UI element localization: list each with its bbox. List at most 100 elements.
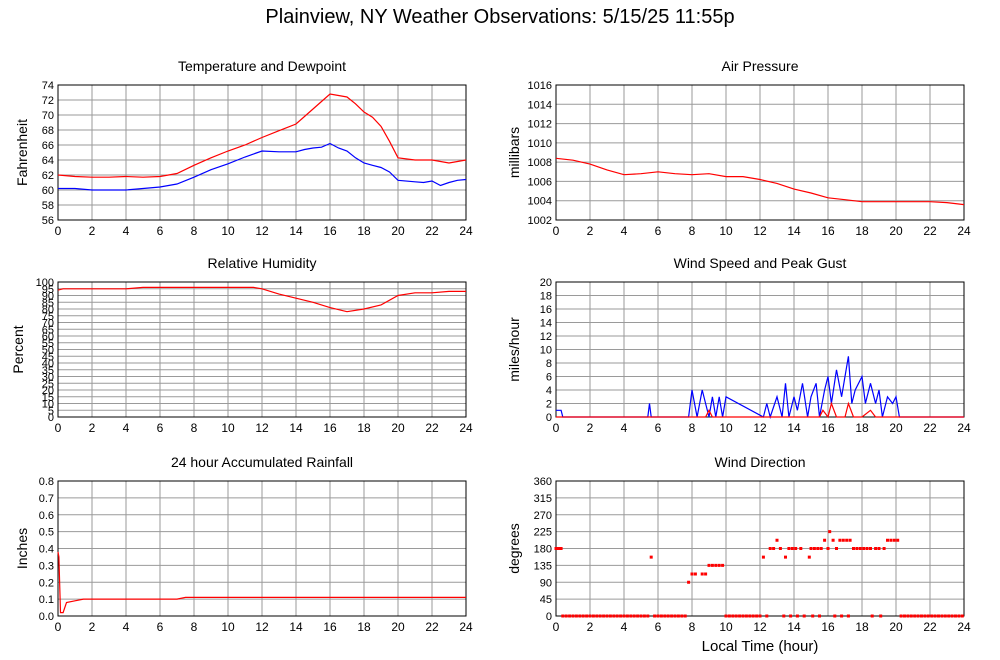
direction-data-point bbox=[717, 563, 721, 567]
direction-data-point bbox=[574, 614, 578, 618]
direction-data-point bbox=[714, 563, 718, 567]
rain-x-tick-label: 18 bbox=[357, 620, 371, 634]
direction-data-point bbox=[673, 614, 677, 618]
humidity-x-tick-label: 16 bbox=[323, 421, 337, 435]
rain-y-tick-label: 0.0 bbox=[39, 611, 54, 623]
temp-x-tick-label: 14 bbox=[289, 224, 303, 238]
direction-data-point bbox=[802, 614, 806, 618]
direction-data-point bbox=[602, 614, 606, 618]
wind-y-tick-label: 6 bbox=[546, 372, 552, 384]
humidity-y-tick-label: 65 bbox=[42, 324, 54, 336]
direction-data-point bbox=[744, 614, 748, 618]
wind-x-tick-label: 6 bbox=[655, 421, 662, 435]
direction-data-point bbox=[818, 614, 821, 618]
direction-x-tick-label: 14 bbox=[787, 620, 801, 634]
direction-data-point bbox=[787, 547, 791, 550]
pressure-y-tick-label: 1004 bbox=[528, 196, 552, 208]
direction-data-point bbox=[622, 614, 626, 618]
direction-data-point bbox=[882, 547, 886, 550]
humidity-y-tick-label: 30 bbox=[42, 372, 54, 384]
direction-data-point bbox=[591, 614, 595, 618]
direction-data-point bbox=[768, 547, 772, 550]
humidity-y-tick-label: 100 bbox=[36, 277, 54, 289]
direction-data-point bbox=[653, 614, 657, 618]
humidity-plot-frame bbox=[57, 281, 467, 418]
direction-data-point bbox=[639, 614, 643, 618]
direction-data-point bbox=[666, 614, 670, 618]
humidity-x-tick-label: 6 bbox=[157, 421, 164, 435]
humidity-x-tick-label: 2 bbox=[89, 421, 96, 435]
direction-data-point bbox=[789, 614, 793, 618]
direction-data-point bbox=[784, 555, 787, 559]
wind-chart-title: Wind Speed and Peak Gust bbox=[674, 255, 847, 271]
direction-x-tick-label: 10 bbox=[719, 620, 733, 634]
direction-data-point bbox=[578, 614, 582, 618]
direction-data-point bbox=[646, 614, 650, 618]
pressure-y-tick-label: 1012 bbox=[528, 119, 552, 131]
temp-x-tick-label: 0 bbox=[55, 224, 62, 238]
humidity-x-tick-label: 22 bbox=[425, 421, 439, 435]
temp-x-tick-label: 22 bbox=[425, 224, 439, 238]
direction-y-tick-label: 0 bbox=[546, 611, 552, 623]
direction-data-point bbox=[642, 614, 646, 618]
rain-y-tick-label: 0.7 bbox=[39, 493, 54, 505]
direction-data-point bbox=[615, 614, 619, 618]
direction-data-point bbox=[751, 614, 755, 618]
temp-y-tick-label: 56 bbox=[42, 215, 54, 227]
rain-y-tick-label: 0.6 bbox=[39, 510, 54, 522]
wind-x-tick-label: 22 bbox=[923, 421, 937, 435]
pressure-x-tick-label: 12 bbox=[753, 224, 767, 238]
direction-y-tick-label: 360 bbox=[534, 476, 552, 488]
direction-data-point bbox=[960, 614, 964, 618]
wind-y-tick-label: 12 bbox=[540, 331, 552, 343]
temp-x-tick-label: 16 bbox=[323, 224, 337, 238]
direction-data-point bbox=[559, 547, 563, 550]
humidity-y-tick-label: 80 bbox=[42, 304, 54, 316]
pressure-x-tick-label: 16 bbox=[821, 224, 835, 238]
direction-data-point bbox=[831, 538, 835, 542]
direction-y-tick-label: 135 bbox=[534, 560, 552, 572]
direction-data-point bbox=[841, 538, 845, 542]
direction-data-point bbox=[899, 614, 903, 618]
direction-y-tick-label: 180 bbox=[534, 544, 552, 556]
humidity-y-tick-label: 35 bbox=[42, 365, 54, 377]
direction-data-point bbox=[812, 547, 816, 550]
wind-y-tick-label: 2 bbox=[546, 399, 552, 411]
rain-y-tick-label: 0.3 bbox=[39, 560, 54, 572]
direction-data-point bbox=[835, 547, 838, 550]
direction-x-tick-label: 20 bbox=[889, 620, 903, 634]
humidity-y-tick-label: 40 bbox=[42, 358, 54, 370]
direction-data-point bbox=[704, 572, 708, 576]
pressure-series-0-line bbox=[555, 157, 965, 206]
humidity-y-tick-label: 85 bbox=[42, 297, 54, 309]
humidity-x-tick-label: 24 bbox=[459, 421, 473, 435]
rain-x-tick-label: 14 bbox=[289, 620, 303, 634]
wind-x-tick-label: 0 bbox=[553, 421, 560, 435]
humidity-y-tick-label: 50 bbox=[42, 345, 54, 357]
direction-data-point bbox=[755, 614, 759, 618]
direction-data-point bbox=[690, 572, 694, 576]
rain-x-tick-label: 20 bbox=[391, 620, 405, 634]
direction-data-point bbox=[916, 614, 920, 618]
pressure-x-tick-label: 14 bbox=[787, 224, 801, 238]
direction-data-point bbox=[790, 547, 794, 550]
direction-data-point bbox=[629, 614, 633, 618]
humidity-x-tick-label: 18 bbox=[357, 421, 371, 435]
pressure-x-tick-label: 18 bbox=[855, 224, 869, 238]
direction-y-tick-label: 270 bbox=[534, 510, 552, 522]
rain-x-tick-label: 22 bbox=[425, 620, 439, 634]
direction-data-point bbox=[874, 547, 878, 550]
temp-x-tick-label: 20 bbox=[391, 224, 405, 238]
temp-y-tick-label: 72 bbox=[42, 95, 54, 107]
direction-data-point bbox=[913, 614, 917, 618]
wind-x-tick-label: 14 bbox=[787, 421, 801, 435]
direction-data-point bbox=[865, 547, 869, 550]
pressure-x-tick-label: 6 bbox=[655, 224, 662, 238]
humidity-y-tick-label: 60 bbox=[42, 331, 54, 343]
direction-data-point bbox=[727, 614, 731, 618]
direction-data-point bbox=[588, 614, 592, 618]
direction-data-point bbox=[920, 614, 923, 618]
temp-plot-frame bbox=[57, 84, 467, 221]
humidity-y-tick-label: 0 bbox=[48, 412, 54, 424]
temp-x-tick-label: 6 bbox=[157, 224, 164, 238]
